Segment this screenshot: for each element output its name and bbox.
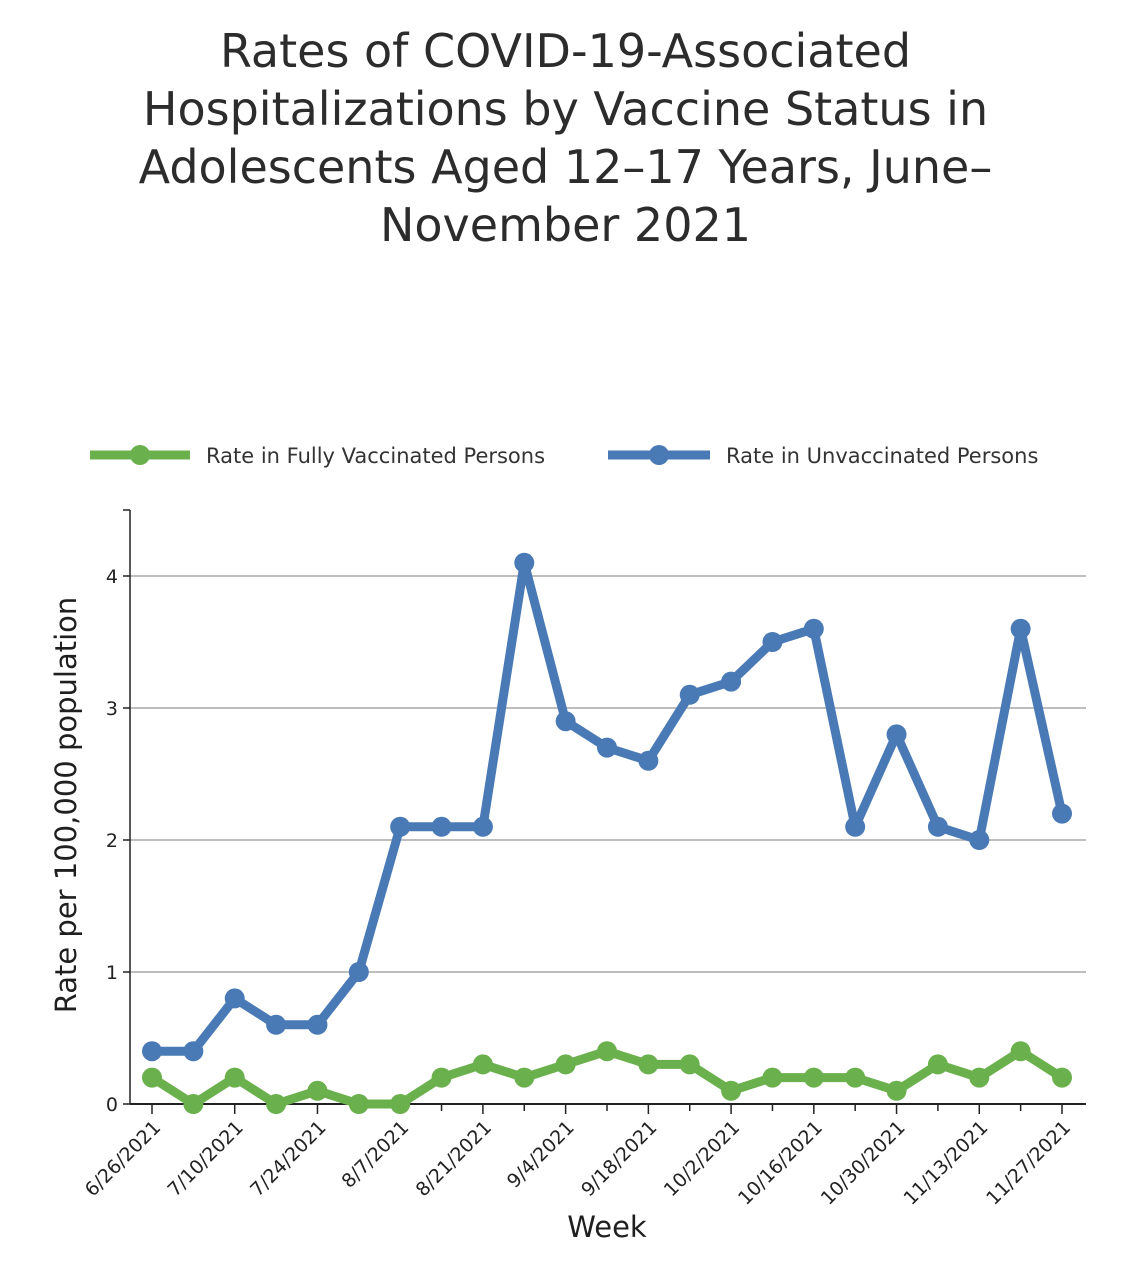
legend-label: Rate in Unvaccinated Persons: [726, 444, 1038, 468]
data-point: [431, 816, 452, 837]
data-point: [348, 1094, 369, 1114]
data-point: [1010, 618, 1031, 639]
data-point: [721, 671, 742, 692]
data-point: [348, 962, 369, 982]
x-tick-label: 11/13/2021: [899, 1117, 992, 1210]
x-tick-label: 6/26/2021: [81, 1117, 165, 1201]
data-point: [803, 618, 824, 639]
data-point: [514, 552, 535, 573]
data-point: [1052, 1067, 1072, 1088]
legend: Rate in Fully Vaccinated Persons Rate in …: [90, 444, 1038, 468]
x-tick-label: 10/2/2021: [660, 1117, 744, 1201]
data-point: [969, 830, 990, 850]
data-point: [183, 1094, 204, 1114]
data-point: [638, 750, 659, 771]
legend-label: Rate in Fully Vaccinated Persons: [206, 444, 545, 468]
series-layer: [142, 552, 1072, 1114]
data-point: [224, 1067, 245, 1088]
gridlines: [130, 575, 1086, 973]
data-point: [555, 711, 576, 732]
x-tick-label: 7/10/2021: [163, 1117, 247, 1201]
data-point: [266, 1094, 287, 1114]
data-point: [927, 816, 948, 837]
series-line-1: [147, 558, 1067, 1056]
data-point: [762, 632, 783, 652]
data-point: [472, 1054, 493, 1075]
data-point: [514, 1067, 535, 1088]
chart-title: Rates of COVID-19-Associated Hospitaliza…: [138, 24, 993, 252]
data-point: [886, 1080, 907, 1101]
y-tick-label: 4: [106, 566, 118, 588]
x-axis-label: Week: [567, 1210, 647, 1244]
x-tick-label: 11/27/2021: [982, 1117, 1075, 1210]
data-point: [555, 1054, 576, 1075]
y-tick-label: 3: [106, 698, 118, 720]
data-point: [721, 1080, 742, 1101]
legend-swatch-marker: [130, 445, 150, 465]
data-point: [266, 1014, 287, 1035]
data-point: [472, 816, 493, 837]
data-point: [390, 816, 411, 837]
x-tick-label: 7/24/2021: [246, 1117, 330, 1201]
x-tick-label: 8/7/2021: [337, 1117, 413, 1193]
data-point: [307, 1080, 328, 1101]
data-point: [390, 1094, 411, 1114]
y-tick-label: 1: [106, 962, 118, 984]
data-point: [183, 1041, 204, 1062]
data-point: [845, 1067, 866, 1088]
data-point: [1010, 1041, 1031, 1062]
y-axis-label: Rate per 100,000 population: [49, 597, 83, 1014]
data-point: [431, 1067, 452, 1088]
data-point: [969, 1067, 990, 1088]
data-point: [845, 816, 866, 837]
x-tick-label: 9/18/2021: [577, 1117, 661, 1201]
y-tick-label: 2: [106, 830, 118, 852]
data-point: [597, 1041, 617, 1062]
data-point: [142, 1041, 162, 1062]
data-point: [886, 724, 907, 745]
legend-swatch-marker: [649, 445, 669, 465]
x-tick-label: 9/4/2021: [503, 1117, 579, 1193]
data-point: [1052, 803, 1072, 824]
x-tick-label: 10/16/2021: [734, 1117, 827, 1210]
y-tick-label: 0: [106, 1094, 118, 1116]
data-point: [597, 737, 617, 758]
data-point: [142, 1067, 162, 1088]
data-point: [224, 988, 245, 1009]
data-point: [638, 1054, 659, 1075]
data-point: [803, 1067, 824, 1088]
x-tick-label: 10/30/2021: [817, 1117, 910, 1210]
data-point: [679, 1054, 700, 1075]
data-point: [927, 1054, 948, 1075]
x-tick-label: 8/21/2021: [412, 1117, 496, 1201]
data-point: [679, 684, 700, 705]
data-point: [307, 1014, 328, 1035]
data-point: [762, 1067, 783, 1088]
